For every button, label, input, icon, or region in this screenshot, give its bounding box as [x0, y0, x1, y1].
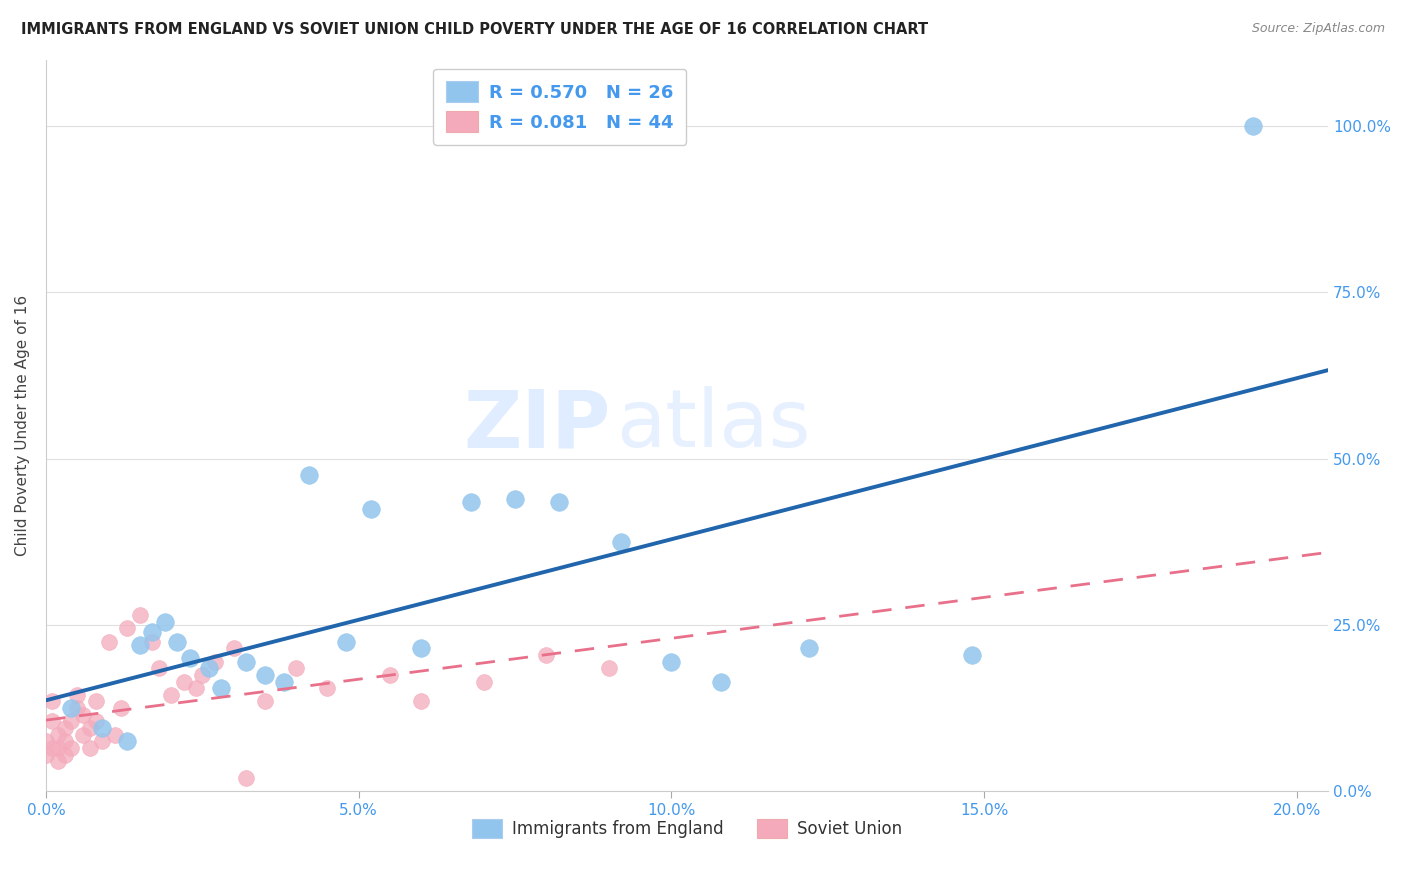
Point [128, 638, 150, 652]
Point [610, 534, 633, 549]
Point [411, 641, 433, 656]
Point [41, 714, 63, 729]
Point [141, 624, 163, 639]
Point [110, 701, 132, 715]
Point [710, 674, 733, 689]
Point [166, 634, 188, 648]
Text: ZIP: ZIP [463, 386, 610, 465]
Point [235, 655, 257, 669]
Point [273, 674, 295, 689]
Point [53, 747, 76, 762]
Point [48, 741, 70, 756]
Point [97, 634, 120, 648]
Point [48, 755, 70, 769]
Point [48, 728, 70, 742]
Point [173, 674, 195, 689]
Point [141, 634, 163, 648]
Point [117, 621, 139, 635]
Point [472, 674, 495, 689]
Point [360, 501, 382, 516]
Point [179, 651, 201, 665]
Point [117, 734, 139, 748]
Point [66, 701, 89, 715]
Legend: Immigrants from England, Soviet Union: Immigrants from England, Soviet Union [465, 813, 908, 845]
Point [59, 714, 82, 729]
Point [503, 491, 526, 506]
Point [797, 641, 820, 656]
Point [460, 495, 482, 509]
Point [53, 721, 76, 735]
Text: IMMIGRANTS FROM ENGLAND VS SOVIET UNION CHILD POVERTY UNDER THE AGE OF 16 CORREL: IMMIGRANTS FROM ENGLAND VS SOVIET UNION … [21, 22, 928, 37]
Point [128, 607, 150, 622]
Point [41, 694, 63, 708]
Point [160, 688, 183, 702]
Point [153, 615, 176, 629]
Point [84, 694, 107, 708]
Y-axis label: Child Poverty Under the Age of 16: Child Poverty Under the Age of 16 [15, 295, 30, 556]
Point [209, 681, 232, 695]
Point [79, 741, 101, 756]
Point [41, 741, 63, 756]
Point [84, 714, 107, 729]
Point [53, 734, 76, 748]
Point [59, 741, 82, 756]
Point [72, 728, 94, 742]
Point [536, 648, 558, 662]
Point [66, 688, 89, 702]
Point [222, 641, 245, 656]
Point [35, 734, 58, 748]
Point [148, 661, 170, 675]
Point [378, 668, 401, 682]
Point [35, 747, 58, 762]
Point [253, 694, 276, 708]
Point [204, 655, 226, 669]
Point [285, 661, 308, 675]
Point [191, 668, 214, 682]
Point [316, 681, 339, 695]
Point [91, 734, 114, 748]
Text: Source: ZipAtlas.com: Source: ZipAtlas.com [1251, 22, 1385, 36]
Point [72, 707, 94, 722]
Point [298, 468, 321, 483]
Point [598, 661, 620, 675]
Point [104, 728, 127, 742]
Point [235, 771, 257, 785]
Point [335, 634, 357, 648]
Point [960, 648, 983, 662]
Point [1241, 119, 1264, 133]
Point [91, 721, 114, 735]
Point [79, 721, 101, 735]
Point [661, 655, 683, 669]
Point [547, 495, 569, 509]
Point [253, 668, 276, 682]
Point [59, 701, 82, 715]
Point [411, 694, 433, 708]
Text: atlas: atlas [617, 386, 811, 465]
Point [197, 661, 219, 675]
Point [184, 681, 207, 695]
